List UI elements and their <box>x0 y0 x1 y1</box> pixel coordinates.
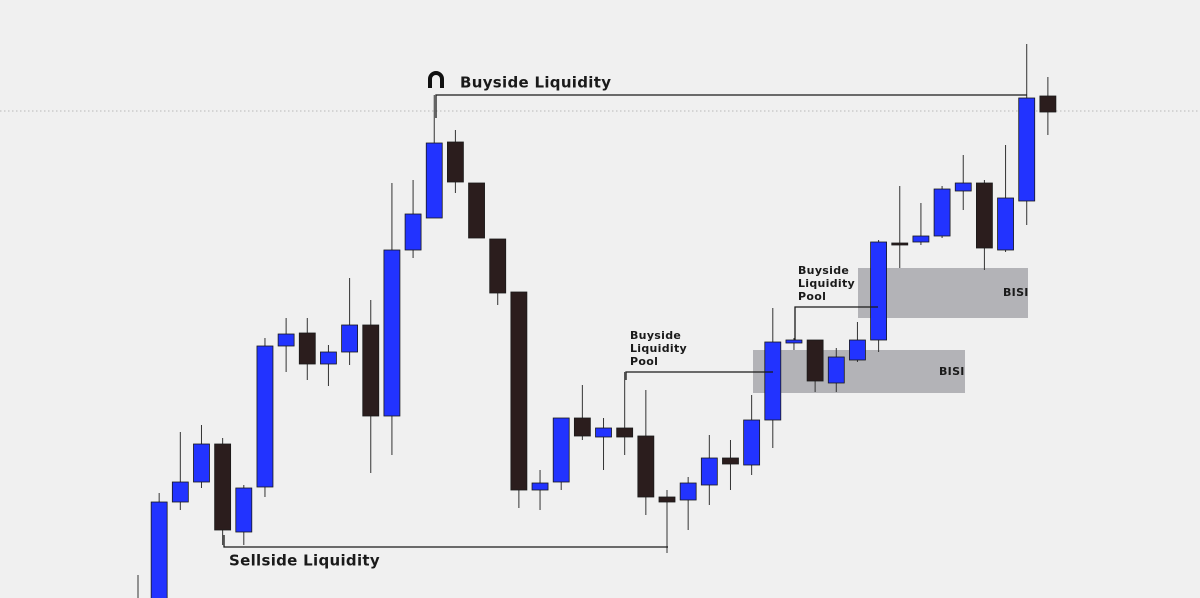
magnet-icon <box>428 71 444 88</box>
candle-body <box>1039 95 1057 113</box>
pool-line <box>794 306 878 340</box>
pool-label: Pool <box>798 290 826 303</box>
buyside-line <box>435 94 1027 118</box>
sellside-label: Sellside Liquidity <box>229 552 380 570</box>
candle-body <box>849 339 866 361</box>
candle-body <box>870 241 887 341</box>
candle-body <box>976 182 993 249</box>
candle-body <box>595 427 612 438</box>
candle-body <box>743 419 761 466</box>
candle-body <box>616 427 634 438</box>
pool-label: Buyside <box>798 264 849 277</box>
bisi-label: BISI <box>939 365 965 378</box>
pool-line <box>625 371 773 380</box>
candle-body <box>193 443 210 483</box>
bisi-label: BISI <box>1003 286 1029 299</box>
candle-body <box>235 487 253 533</box>
buyside-label: Buyside Liquidity <box>460 74 611 92</box>
candle-body <box>573 417 591 437</box>
candle-body <box>214 443 232 531</box>
candle-body <box>510 291 528 491</box>
candle-body <box>362 324 380 417</box>
candle-body <box>256 345 274 488</box>
candle-body <box>341 324 359 353</box>
candle-body <box>298 332 316 365</box>
candles <box>137 44 1057 598</box>
candle-body <box>468 182 485 239</box>
candle-body <box>171 481 189 503</box>
candle-body <box>150 501 168 598</box>
sellside-line <box>223 535 668 548</box>
candle-body <box>722 457 739 465</box>
candle-body <box>764 341 782 421</box>
candle-body <box>933 188 951 237</box>
candle-body <box>700 457 718 486</box>
candle-body <box>658 496 676 503</box>
pool-label: Liquidity <box>630 342 687 355</box>
candle-body <box>531 482 549 491</box>
candle-body <box>954 182 972 192</box>
candle-body <box>1018 97 1036 202</box>
candle-body <box>404 213 422 251</box>
candle-body <box>891 242 909 246</box>
candle-body <box>552 417 570 483</box>
candle-body <box>997 197 1014 251</box>
candle-body <box>277 333 295 347</box>
candle-body <box>320 351 337 365</box>
candle-body <box>827 356 845 384</box>
candle-body <box>637 435 655 498</box>
candle-body <box>806 339 824 382</box>
pool-label: Buyside <box>630 329 681 342</box>
candle-body <box>489 238 507 294</box>
pool-label: Liquidity <box>798 277 855 290</box>
candle-body <box>425 142 443 219</box>
pool-label: Pool <box>630 355 658 368</box>
candle-body <box>446 141 464 183</box>
candle-body <box>785 339 803 344</box>
candle-body <box>679 482 697 501</box>
candle-body <box>912 235 930 243</box>
candle-body <box>383 249 401 417</box>
